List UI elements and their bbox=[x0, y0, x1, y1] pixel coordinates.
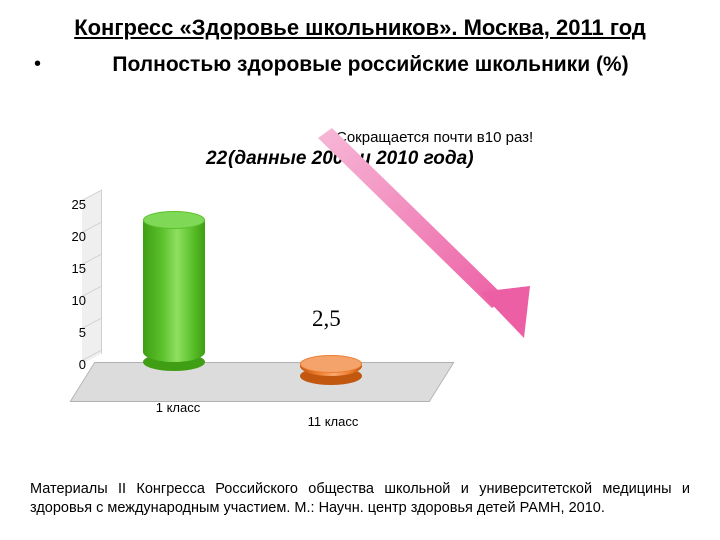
ytick: 10 bbox=[56, 294, 86, 307]
ytick: 20 bbox=[56, 230, 86, 243]
overlap-value-22: 22 bbox=[206, 148, 227, 170]
bullet-dot: • bbox=[34, 52, 41, 76]
subtitle-row: • Полностью здоровые российские школьник… bbox=[30, 52, 690, 78]
bar-class-11 bbox=[300, 364, 362, 384]
chart-floor bbox=[70, 362, 455, 402]
bar-value-label-11: 2,5 bbox=[312, 306, 341, 332]
subtitle-text: Полностью здоровые российские школьники … bbox=[51, 52, 690, 78]
health-chart: 25 20 15 10 5 0 2,5 1 класс 11 класс bbox=[48, 190, 488, 420]
slide-root: Конгресс «Здоровье школьников». Москва, … bbox=[0, 0, 720, 540]
reduction-annotation: Сокращается почти в10 раз! bbox=[336, 129, 533, 146]
x-label-11: 11 класс bbox=[288, 414, 378, 429]
data-years-note: (данные 2000 и 2010 года) bbox=[228, 148, 474, 170]
footnote: Материалы II Конгресса Российского общес… bbox=[30, 480, 690, 518]
bar-class-1 bbox=[143, 220, 205, 370]
ytick: 0 bbox=[56, 358, 86, 371]
x-label-1: 1 класс bbox=[138, 400, 218, 415]
y-axis: 25 20 15 10 5 0 bbox=[52, 196, 86, 372]
ytick: 25 bbox=[56, 198, 86, 211]
page-title: Конгресс «Здоровье школьников». Москва, … bbox=[30, 14, 690, 42]
ytick: 15 bbox=[56, 262, 86, 275]
ytick: 5 bbox=[56, 326, 86, 339]
